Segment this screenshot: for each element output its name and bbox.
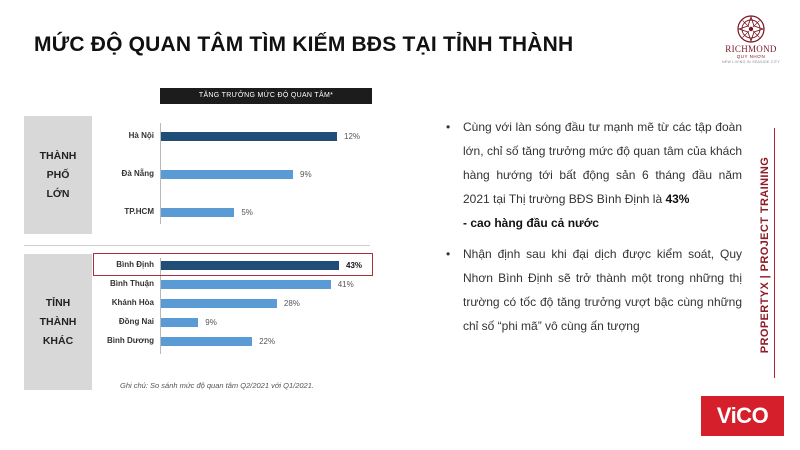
bullet-text: Nhận định sau khi đại dịch được kiểm soá… <box>463 247 742 333</box>
data-label: 43% <box>346 260 363 270</box>
bar <box>161 318 199 327</box>
bar <box>161 208 235 217</box>
chart-note: Ghi chú: So sánh mức độ quan tâm Q2/2021… <box>120 381 314 390</box>
bar <box>161 299 277 308</box>
category-label: Khánh Hòa <box>111 298 154 307</box>
bullet-highlight-text: - cao hàng đầu cả nước <box>463 216 599 230</box>
bullet-list: • Cùng với làn sóng đầu tư mạnh mẽ từ cá… <box>446 115 742 345</box>
group-label-line: THÀNH <box>39 149 77 162</box>
group-label-line: THÀNH <box>39 315 77 328</box>
group-label-line: LỚN <box>46 187 70 200</box>
logo-tagline: NEW LIVING IN SEASIDE CITY <box>722 60 780 64</box>
data-label: 28% <box>283 298 300 308</box>
data-label: 5% <box>241 207 253 217</box>
group-label-big-cities: THÀNH PHỐ LỚN <box>24 116 92 234</box>
highlight-box <box>93 253 373 276</box>
group-label-line: PHỐ <box>46 168 70 181</box>
category-label: TP.HCM <box>124 207 154 216</box>
bullet-dot: • <box>446 247 451 261</box>
bullet-highlight-value: 43% <box>665 192 690 206</box>
category-label: Đồng Nai <box>118 317 154 326</box>
group-label-line: TỈNH <box>45 296 71 309</box>
side-accent-line <box>774 128 775 378</box>
data-label: 22% <box>259 336 276 346</box>
richmond-ornament-logo <box>737 15 765 43</box>
bar <box>161 261 339 270</box>
bullet-item: • Nhận định sau khi đại dịch được kiểm s… <box>446 242 742 338</box>
group-label-line: KHÁC <box>42 334 74 347</box>
bar <box>161 132 337 141</box>
category-label: Bình Thuận <box>110 279 154 288</box>
bullet-item: • Cùng với làn sóng đầu tư mạnh mẽ từ cá… <box>446 115 742 235</box>
category-label: Hà Nội <box>128 131 154 140</box>
category-label: Bình Dương <box>106 336 154 345</box>
bar <box>161 337 253 346</box>
category-label: Đà Nẵng <box>121 169 154 178</box>
bar <box>161 170 293 179</box>
group-divider <box>24 245 370 246</box>
chart-axis-line <box>160 258 161 354</box>
data-label: 9% <box>205 317 217 327</box>
bullet-text: Cùng với làn sóng đầu tư mạnh mẽ từ các … <box>463 120 742 206</box>
bullet-dot: • <box>446 120 451 134</box>
chart-axis-line <box>160 123 161 224</box>
chart-header: TĂNG TRƯỞNG MỨC ĐỘ QUAN TÂM* <box>160 88 372 104</box>
category-label: Bình Định <box>116 260 154 269</box>
brand-logo: RICHMOND QUY NHƠN NEW LIVING IN SEASIDE … <box>722 14 780 76</box>
logo-sub: QUY NHƠN <box>736 54 766 59</box>
data-label: 12% <box>344 131 361 141</box>
bar <box>161 280 331 289</box>
vico-logo: ViCO <box>701 396 784 436</box>
data-label: 41% <box>337 279 354 289</box>
logo-name: RICHMOND <box>725 44 777 54</box>
group-label-other-provinces: TỈNH THÀNH KHÁC <box>24 254 92 390</box>
data-label: 9% <box>300 169 312 179</box>
page-title: MỨC ĐỘ QUAN TÂM TÌM KIẾM BĐS TẠI TỈNH TH… <box>34 33 574 56</box>
side-vertical-label: PROPERTYX | PROJECT TRAINING <box>759 125 771 385</box>
